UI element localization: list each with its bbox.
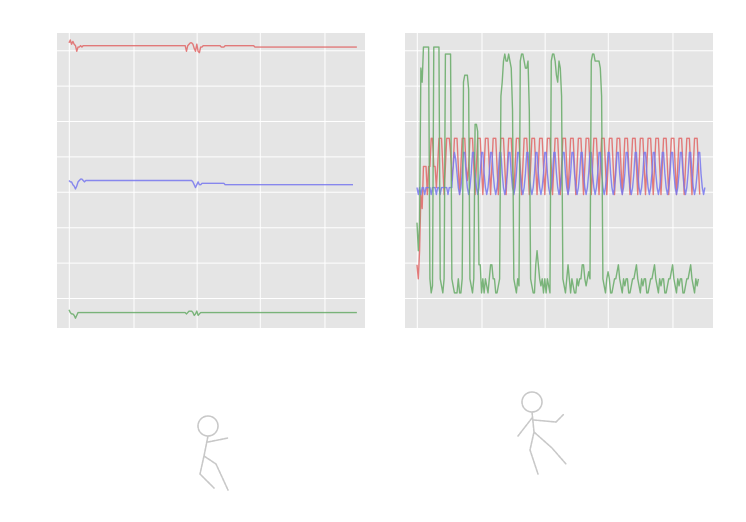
series-line-2 [68,309,357,319]
stick-figure-jumping-icon [197,415,229,491]
series-line-2 [416,46,700,294]
series-line-0 [68,39,357,54]
series-line-1 [68,178,353,190]
series-line-0 [416,137,701,280]
stick-figure-running-icon [517,391,567,475]
chart-right [405,33,713,328]
chart-left [57,33,365,328]
series-line-1 [416,151,706,196]
